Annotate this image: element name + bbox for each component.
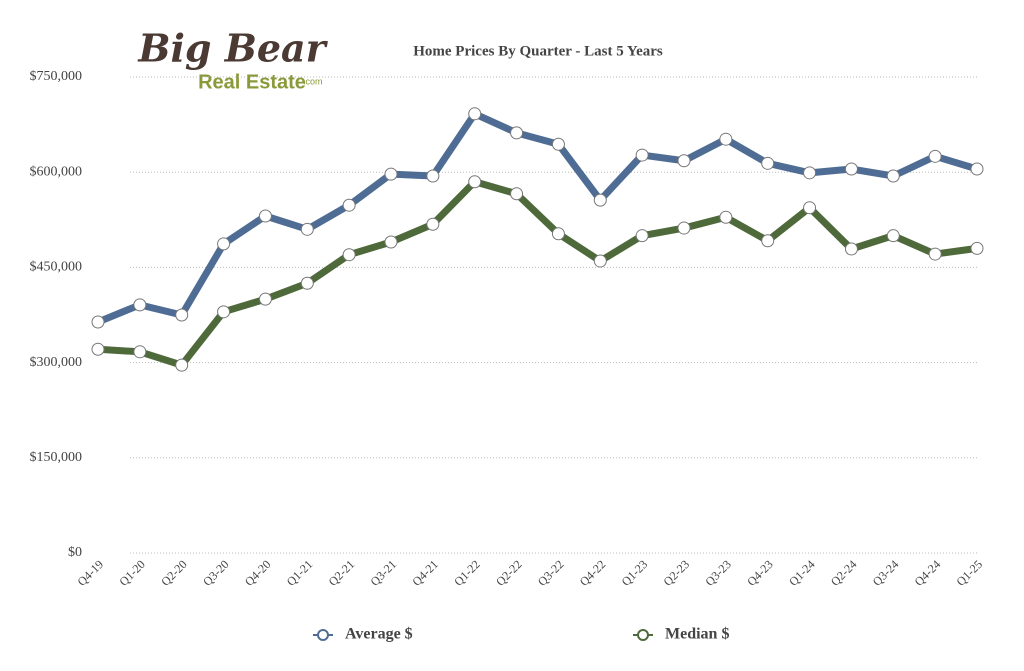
data-point xyxy=(342,198,356,212)
data-point xyxy=(635,148,649,162)
data-point xyxy=(300,276,314,290)
x-tick-label: Q3-23 xyxy=(702,557,734,589)
x-tick-label: Q4-22 xyxy=(577,557,609,589)
data-point xyxy=(468,175,482,189)
logo-sub: Real Estate xyxy=(198,71,306,93)
data-point xyxy=(844,162,858,176)
x-tick-label: Q2-24 xyxy=(828,557,860,589)
legend-marker xyxy=(317,629,329,641)
x-tick-label: Q4-21 xyxy=(409,557,441,589)
y-tick-label: $450,000 xyxy=(30,260,83,275)
data-point xyxy=(510,187,524,201)
data-point xyxy=(551,227,565,241)
data-point xyxy=(258,292,272,306)
y-tick-label: $0 xyxy=(68,545,82,560)
y-tick-label: $600,000 xyxy=(30,164,83,179)
data-point xyxy=(175,308,189,322)
y-tick-label: $300,000 xyxy=(30,355,83,370)
data-point xyxy=(970,162,984,176)
data-point xyxy=(803,201,817,215)
data-point xyxy=(761,156,775,170)
data-point xyxy=(217,305,231,319)
data-point xyxy=(551,137,565,151)
data-point xyxy=(970,241,984,255)
data-point xyxy=(719,210,733,224)
legend-marker xyxy=(637,629,649,641)
y-tick-label: $750,000 xyxy=(30,69,83,84)
x-tick-label: Q1-25 xyxy=(953,557,985,589)
x-tick-label: Q1-20 xyxy=(116,557,148,589)
data-point xyxy=(635,229,649,243)
x-tick-label: Q2-20 xyxy=(158,557,190,589)
y-tick-label: $150,000 xyxy=(30,450,83,465)
data-point xyxy=(426,169,440,183)
data-point xyxy=(928,247,942,261)
x-tick-label: Q1-24 xyxy=(786,557,818,589)
data-point xyxy=(510,126,524,140)
data-point xyxy=(593,254,607,268)
x-tick-label: Q3-24 xyxy=(870,557,902,589)
data-point xyxy=(677,221,691,235)
data-point xyxy=(384,235,398,249)
data-point xyxy=(258,209,272,223)
data-point xyxy=(175,358,189,372)
series-line xyxy=(96,110,979,326)
data-point xyxy=(803,166,817,180)
legend-label: Median $ xyxy=(665,626,729,643)
data-point xyxy=(886,169,900,183)
x-tick-label: Q2-22 xyxy=(493,557,525,589)
data-point xyxy=(342,248,356,262)
x-tick-label: Q4-24 xyxy=(912,557,944,589)
x-tick-label: Q1-23 xyxy=(619,557,651,589)
data-point xyxy=(677,154,691,168)
data-point xyxy=(844,242,858,256)
x-tick-label: Q1-22 xyxy=(451,557,483,589)
data-point xyxy=(384,167,398,181)
x-tick-label: Q3-20 xyxy=(200,557,232,589)
logo-name: Big Bear xyxy=(137,26,328,71)
data-point xyxy=(426,217,440,231)
data-point xyxy=(761,234,775,248)
x-tick-label: Q4-19 xyxy=(74,557,106,589)
data-point xyxy=(300,222,314,236)
series-line xyxy=(97,178,978,369)
x-tick-label: Q4-20 xyxy=(242,557,274,589)
data-point xyxy=(468,107,482,121)
logo-suffix: .com xyxy=(303,76,323,86)
data-point xyxy=(133,298,147,312)
data-point xyxy=(719,132,733,146)
x-tick-label: Q4-23 xyxy=(744,557,776,589)
x-tick-label: Q2-23 xyxy=(660,557,692,589)
x-tick-label: Q2-21 xyxy=(326,557,358,589)
data-point xyxy=(217,237,231,251)
data-point xyxy=(928,149,942,163)
legend-label: Average $ xyxy=(345,626,413,643)
data-point xyxy=(91,342,105,356)
x-tick-label: Q1-21 xyxy=(284,557,316,589)
chart-title: Home Prices By Quarter - Last 5 Years xyxy=(413,43,663,59)
x-tick-label: Q3-21 xyxy=(367,557,399,589)
data-point xyxy=(91,315,105,329)
data-point xyxy=(133,345,147,359)
data-point xyxy=(593,193,607,207)
data-point xyxy=(886,229,900,243)
x-tick-label: Q3-22 xyxy=(535,557,567,589)
